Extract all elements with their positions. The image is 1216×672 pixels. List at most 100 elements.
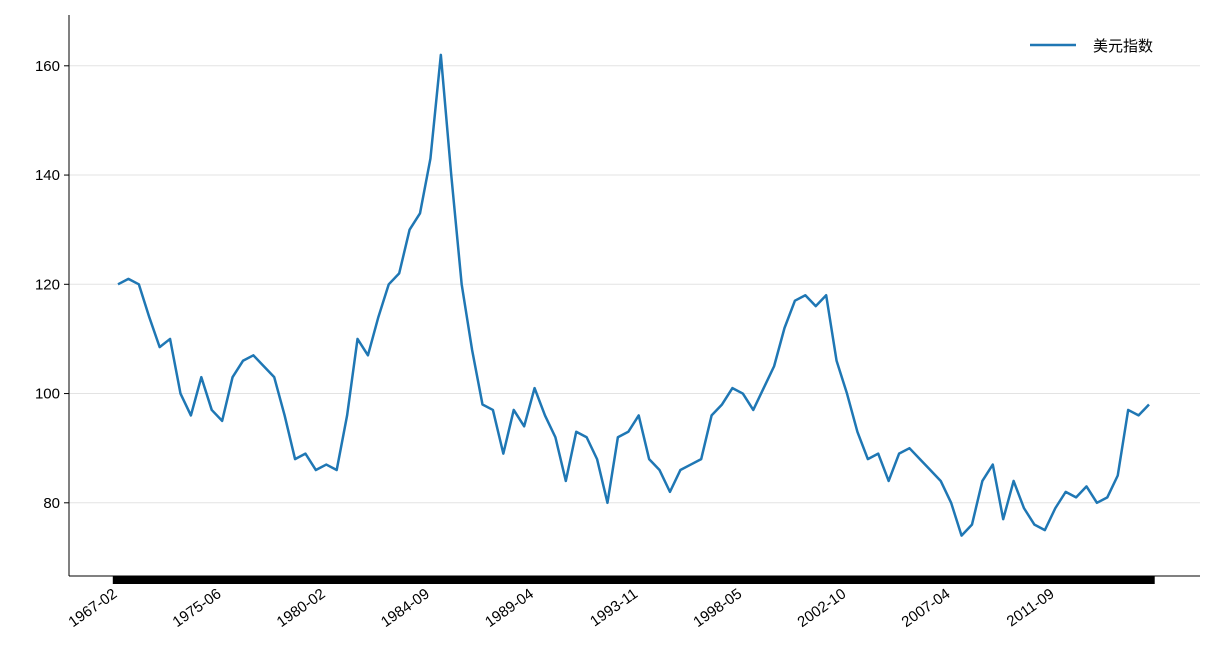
y-tick-label: 160	[35, 58, 60, 75]
x-tick	[977, 576, 989, 584]
x-tick	[1102, 576, 1114, 584]
x-tick	[789, 576, 801, 584]
x-tick	[175, 576, 187, 584]
x-tick	[748, 576, 759, 584]
x-tick	[373, 576, 385, 584]
x-tick	[904, 576, 916, 584]
x-tick	[591, 576, 603, 584]
x-tick	[258, 576, 270, 584]
y-tick-label: 100	[35, 386, 60, 403]
x-tick	[206, 576, 218, 584]
x-tick	[862, 576, 874, 584]
x-tick	[737, 576, 749, 584]
x-tick	[623, 576, 634, 584]
x-tick	[1112, 576, 1124, 584]
x-tick	[852, 576, 864, 584]
x-tick-label: 1993-11	[587, 585, 641, 630]
x-tick	[518, 576, 530, 584]
legend-label: 美元指数	[1093, 38, 1153, 55]
x-tick	[1008, 576, 1020, 584]
x-tick	[289, 576, 301, 584]
x-tick	[706, 576, 718, 584]
x-tick-label: 1984-09	[378, 585, 433, 631]
x-tick	[1060, 576, 1072, 584]
x-tick	[800, 576, 812, 584]
x-tick	[560, 576, 572, 584]
x-tick-label: 1989-04	[482, 585, 537, 631]
x-tick	[779, 576, 791, 584]
x-tick	[1039, 576, 1051, 584]
x-tick	[945, 576, 957, 584]
x-tick	[112, 576, 124, 584]
x-tick	[935, 576, 947, 584]
x-tick	[216, 576, 228, 584]
x-tick	[831, 576, 843, 584]
x-tick	[997, 576, 1009, 584]
x-tick	[841, 576, 853, 584]
x-tick	[393, 576, 405, 584]
x-tick	[404, 576, 416, 584]
x-tick	[654, 576, 666, 584]
x-tick	[508, 576, 520, 584]
x-tick	[675, 576, 687, 584]
y-tick-label: 140	[35, 167, 60, 184]
x-tick	[456, 576, 468, 584]
x-tick	[602, 576, 614, 584]
x-tick-label: 1998-05	[690, 585, 745, 631]
x-tick	[487, 576, 499, 584]
x-tick	[1029, 576, 1041, 584]
x-tick	[873, 576, 884, 584]
x-tick	[414, 576, 426, 584]
x-tick	[716, 576, 728, 584]
x-tick-label: 2002-10	[794, 585, 849, 631]
x-tick-label: 2011-09	[1004, 585, 1058, 630]
x-tick	[1070, 576, 1082, 584]
x-tick	[956, 576, 968, 584]
x-tick	[164, 576, 176, 584]
x-tick	[1081, 576, 1093, 584]
x-tick	[539, 576, 551, 584]
x-tick	[581, 576, 593, 584]
x-tick-label: 1967-02	[65, 585, 120, 631]
x-tick	[612, 576, 624, 584]
x-tick	[685, 576, 697, 584]
x-tick	[237, 576, 249, 584]
x-tick	[498, 576, 510, 584]
x-tick	[727, 576, 739, 584]
x-tick	[695, 576, 707, 584]
x-tick	[893, 576, 905, 584]
x-tick	[820, 576, 832, 584]
x-tick	[269, 576, 280, 584]
x-tick	[466, 576, 478, 584]
x-tick	[1018, 576, 1030, 584]
x-tick	[227, 576, 239, 584]
x-tick	[341, 576, 353, 584]
x-tick	[123, 576, 135, 584]
x-tick	[446, 576, 457, 584]
x-tick	[664, 576, 676, 584]
x-tick	[352, 576, 364, 584]
x-tick	[383, 576, 395, 584]
x-tick	[550, 576, 562, 584]
x-tick	[1050, 576, 1061, 584]
x-tick	[1122, 576, 1134, 584]
x-tick	[196, 576, 208, 584]
x-tick	[529, 576, 541, 584]
x-tick	[300, 576, 312, 584]
x-tick	[185, 576, 197, 584]
x-tick-label: 1975-06	[170, 585, 225, 631]
line-series	[117, 53, 1150, 537]
x-tick	[987, 576, 999, 584]
x-tick	[1143, 576, 1155, 584]
x-tick	[1133, 576, 1145, 584]
x-tick	[279, 576, 291, 584]
x-tick	[883, 576, 895, 584]
x-tick	[810, 576, 822, 584]
x-tick	[425, 576, 437, 584]
x-tick	[643, 576, 655, 584]
y-tick-label: 80	[43, 495, 60, 512]
x-tick	[966, 576, 978, 584]
x-tick	[133, 576, 145, 584]
x-tick	[154, 576, 166, 584]
